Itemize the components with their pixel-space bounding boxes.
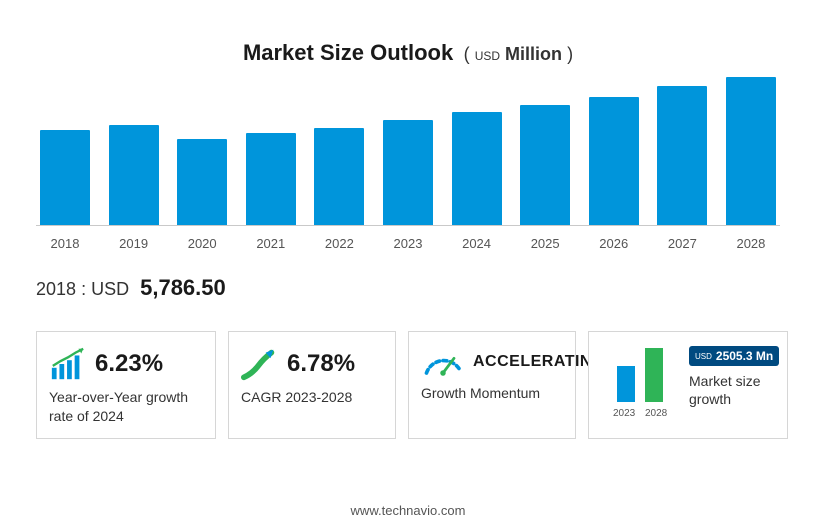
bar <box>520 105 570 225</box>
card-momentum: ACCELERATING Growth Momentum <box>408 331 576 439</box>
x-tick: 2019 <box>109 236 159 251</box>
card-market-size-growth: 2023 2028 USD 2505.3 Mn Market size growt… <box>588 331 788 439</box>
x-tick: 2026 <box>589 236 639 251</box>
cagr-value: 6.78% <box>287 350 355 378</box>
bar-chart-plot <box>36 76 780 226</box>
bar-chart: 2018 2019 2020 2021 2022 2023 2024 2025 2026 2027… <box>0 76 816 251</box>
callout-sep: : <box>81 279 91 299</box>
mini-bar-label: 2023 <box>613 408 635 419</box>
gauge-icon <box>421 346 465 378</box>
growth-arrow-icon <box>241 346 279 382</box>
callout-year: 2018 <box>36 279 76 299</box>
yoy-value: 6.23% <box>95 350 163 378</box>
bar <box>40 130 90 225</box>
bar <box>246 133 296 225</box>
stat-cards-row: 6.23% Year-over-Year growth rate of 2024… <box>0 301 816 439</box>
callout-value: 5,786.50 <box>140 275 226 300</box>
card-yoy-growth: 6.23% Year-over-Year growth rate of 2024 <box>36 331 216 439</box>
momentum-label: ACCELERATING <box>473 353 605 371</box>
chart-title-main: Market Size Outlook <box>243 40 453 65</box>
x-tick: 2022 <box>314 236 364 251</box>
x-tick: 2027 <box>657 236 707 251</box>
chart-title-row: Market Size Outlook ( USD Million ) <box>0 0 816 76</box>
bar <box>726 77 776 225</box>
bar <box>657 86 707 225</box>
x-tick: 2020 <box>177 236 227 251</box>
x-tick: 2018 <box>40 236 90 251</box>
cagr-desc: CAGR 2023-2028 <box>241 388 383 407</box>
momentum-desc: Growth Momentum <box>421 384 563 403</box>
x-tick: 2028 <box>726 236 776 251</box>
bar <box>383 120 433 225</box>
footer-source: www.technavio.com <box>0 503 816 518</box>
bar <box>589 97 639 225</box>
bar-chart-x-axis: 2018 2019 2020 2021 2022 2023 2024 2025 2026 2027… <box>36 226 780 251</box>
bar <box>452 112 502 225</box>
mini-bar <box>645 348 663 402</box>
x-tick: 2025 <box>520 236 570 251</box>
x-tick: 2023 <box>383 236 433 251</box>
mini-bar-chart: 2023 2028 <box>601 346 679 419</box>
growth-text: Market size growth <box>689 372 779 408</box>
bar <box>109 125 159 225</box>
bar-line-icon <box>49 346 87 382</box>
x-tick: 2021 <box>246 236 296 251</box>
growth-pill-value: 2505.3 Mn <box>716 349 773 363</box>
x-tick: 2024 <box>452 236 502 251</box>
value-callout: 2018 : USD 5,786.50 <box>0 251 816 301</box>
callout-currency: USD <box>91 279 129 299</box>
bar <box>314 128 364 225</box>
chart-title-unit: ( USD Million ) <box>464 44 573 64</box>
yoy-desc: Year-over-Year growth rate of 2024 <box>49 388 203 426</box>
growth-pill: USD 2505.3 Mn <box>689 346 779 366</box>
mini-bar <box>617 366 635 402</box>
mini-bar-label: 2028 <box>645 408 667 419</box>
bar <box>177 139 227 225</box>
card-cagr: 6.78% CAGR 2023-2028 <box>228 331 396 439</box>
